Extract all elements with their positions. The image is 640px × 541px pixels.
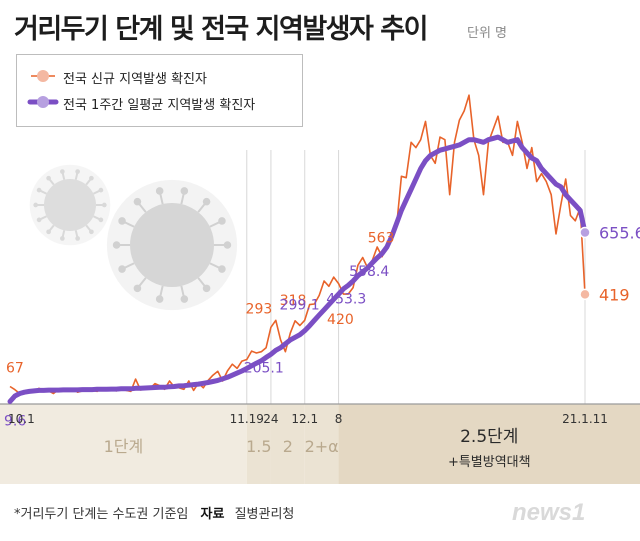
virus-icon-large-spike-tip — [218, 217, 226, 225]
virus-icon-large-spike-tip — [202, 284, 211, 293]
virus-icon-large-spike-tip — [180, 295, 189, 303]
virus-icon-large-spike-tip — [118, 217, 126, 225]
logo-text: news1 — [512, 499, 585, 526]
date-tick-label: 24 — [263, 412, 278, 426]
avg-end-marker — [579, 226, 591, 239]
virus-icon-large-spike-tip — [202, 197, 211, 206]
stage-label-4: 2+α — [305, 437, 339, 456]
virus-icon-small-spike-tip — [98, 187, 104, 193]
date-tick-label: 11.19 — [230, 412, 264, 426]
series-lines — [7, 94, 591, 404]
daily-end-marker — [579, 288, 591, 301]
virus-icon-large-spike-tip — [218, 265, 226, 273]
virus-icon-large-spike-tip — [133, 197, 142, 206]
virus-decoration — [29, 164, 238, 311]
virus-icon-large-spike-tip — [133, 284, 142, 293]
avg-value-label: 299.1 — [280, 298, 320, 314]
date-tick-labels: 10.1 11.19 24 12.1 8 21.1.11 — [8, 412, 608, 426]
stage-band-3 — [270, 404, 305, 484]
chart-title: 거리두기 단계 및 전국 지역발생자 추이 — [14, 14, 428, 45]
virus-icon-small-spike-tip — [33, 202, 39, 208]
avg-value-label: 9.6 — [4, 413, 26, 429]
source-label: 자료 — [200, 507, 225, 522]
footnote-note: *거리두기 단계는 수도권 기준임 — [14, 507, 189, 522]
daily-value-label: 318 — [280, 293, 307, 309]
source-name: 질병관리청 — [234, 507, 295, 522]
news1-logo: news1 — [508, 492, 628, 532]
virus-icon-small-spike-tip — [98, 217, 104, 223]
stage-band-2 — [246, 404, 271, 484]
legend-label-avg: 전국 1주간 일평균 지역발생 확진자 — [63, 98, 256, 113]
date-tick-label: 12.1 — [291, 412, 318, 426]
virus-icon-small-spike-tip — [46, 175, 51, 181]
footnote: *거리두기 단계는 수도권 기준임 자료 질병관리청 — [14, 503, 294, 522]
virus-icon-large — [106, 179, 238, 311]
virus-icon-small-spike-tip — [89, 175, 94, 181]
virus-icon-small-spike-tip — [36, 217, 42, 223]
virus-icon-small — [29, 164, 111, 246]
date-guide-lines — [246, 150, 586, 404]
daily-value-label: 293 — [246, 301, 273, 317]
avg-value-label: 205.1 — [244, 360, 284, 376]
virus-icon-small-spike-tip — [89, 229, 94, 235]
stage-label-3: 2 — [283, 437, 293, 456]
virus-icon-large-spike-tip — [223, 241, 232, 249]
virus-icon-small-spike-tip — [75, 169, 80, 174]
virus-icon-small-spike-tip — [46, 229, 51, 235]
legend-swatch-avg — [27, 96, 59, 108]
date-tick-label: 8 — [335, 412, 343, 426]
avg-value-label: 655.6 — [599, 223, 640, 242]
virus-icon-large-spike-tip — [155, 187, 164, 195]
stage-label-1: 1단계 — [104, 437, 144, 456]
date-tick-label: 10.1 — [8, 412, 35, 426]
unit-label: 단위 명 — [467, 26, 508, 41]
daily-value-label: 563 — [368, 231, 395, 247]
legend-swatch-daily — [31, 70, 55, 82]
virus-icon-small-spike-tip — [75, 236, 80, 241]
avg-value-label: 558.4 — [349, 264, 389, 280]
stage-bands: 1단계 1.5 2 2+α 2.5단계 +특별방역대책 — [0, 404, 640, 484]
avg-series-line — [7, 134, 588, 404]
virus-icon-large-spike-tip — [112, 241, 121, 249]
legend: 전국 신규 지역발생 확진자 전국 1주간 일평균 지역발생 확진자 — [16, 54, 303, 127]
stage-band-1 — [0, 404, 247, 484]
virus-icon-small-spike-tip — [36, 187, 42, 193]
data-labels: 67 293 318 420 563 419 9.6 205.1 299.1 453.3 558.4… — [4, 223, 640, 429]
virus-icon-small-spike-tip — [101, 202, 107, 208]
virus-icon-large-body — [130, 203, 214, 287]
daily-value-label: 420 — [327, 312, 354, 328]
virus-icon-large-spike-tip — [180, 187, 189, 195]
virus-icon-small-spike-tip — [60, 169, 65, 174]
stage-label-5: 2.5단계 — [460, 427, 518, 447]
stage-label-2: 1.5 — [246, 437, 271, 456]
virus-icon-large-spike-tip — [118, 265, 126, 273]
daily-value-label: 419 — [599, 285, 630, 304]
news1-logo-mark: news1 — [512, 499, 585, 526]
virus-icon-small-spike-tip — [60, 236, 65, 241]
stage-sublabel-5: +특별방역대책 — [448, 455, 531, 470]
stage-band-4 — [304, 404, 339, 484]
legend-label-daily: 전국 신규 지역발생 확진자 — [63, 72, 207, 87]
avg-value-label: 453.3 — [326, 291, 366, 307]
stage-band-5 — [338, 404, 640, 484]
daily-value-label: 67 — [6, 360, 24, 376]
virus-icon-large-spike-tip — [155, 295, 164, 303]
date-tick-label: 21.1.11 — [562, 412, 608, 426]
virus-icon-small-body — [44, 179, 96, 231]
